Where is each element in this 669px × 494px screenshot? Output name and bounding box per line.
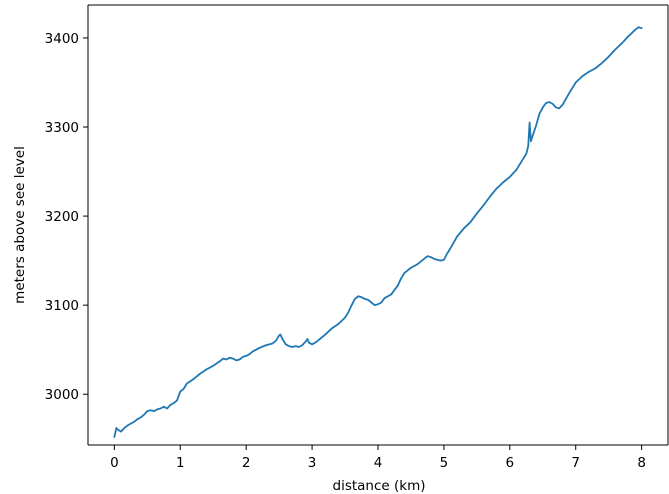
x-tick-label: 5: [440, 455, 449, 471]
x-tick-label: 8: [637, 455, 646, 471]
y-tick-label: 3100: [45, 298, 79, 314]
y-tick-label: 3200: [45, 209, 79, 225]
y-axis-label: meters above see level: [12, 146, 28, 304]
x-tick-label: 1: [176, 455, 185, 471]
x-tick-label: 3: [308, 455, 317, 471]
plot-area: [88, 5, 668, 445]
y-tick-label: 3300: [45, 120, 79, 136]
elevation-series-line: [113, 26, 643, 438]
x-tick-label: 0: [110, 455, 119, 471]
x-tick-label: 4: [374, 455, 383, 471]
y-tick-label: 3400: [45, 31, 79, 47]
x-tick-label: 7: [571, 455, 580, 471]
x-tick-label: 6: [506, 455, 515, 471]
x-axis-label: distance (km): [333, 478, 426, 494]
x-tick-label: 2: [242, 455, 251, 471]
y-tick-label: 3000: [45, 387, 79, 403]
